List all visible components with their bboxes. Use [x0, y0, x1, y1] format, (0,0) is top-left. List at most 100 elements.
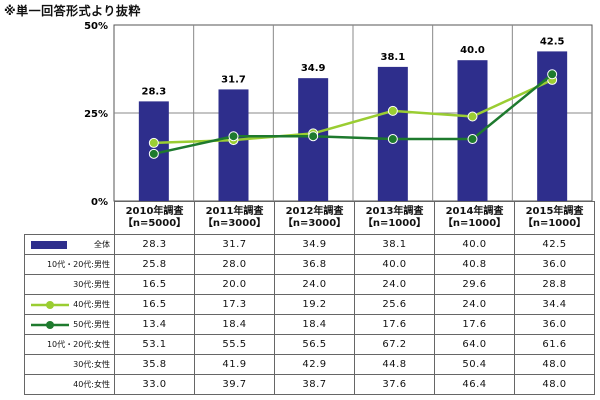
bar	[377, 66, 408, 201]
row-label: 10代・20代:女性	[24, 334, 115, 355]
table-cell: 48.0	[514, 354, 595, 375]
col-header-2014: 2014年調査 【n=1000】	[434, 201, 515, 235]
table-cell: 61.6	[514, 334, 595, 355]
row-label: 30代:男性	[24, 274, 115, 295]
table-cell: 24.0	[354, 274, 435, 295]
table-cell: 37.6	[354, 374, 435, 395]
table-row: 10代・20代:女性 53.1 55.5 56.5 67.2 64.0 61.6	[24, 334, 595, 355]
table-row: 40代:男性 16.5 17.3 19.2 25.6 24.0 34.4	[24, 294, 595, 315]
table-cell: 42.9	[274, 354, 355, 375]
table-row: 50代:男性 13.4 18.4 18.4 17.6 17.6 36.0	[24, 314, 595, 335]
y-tick-label: 50%	[84, 21, 108, 32]
table-cell: 35.8	[114, 354, 195, 375]
table-cell: 38.7	[274, 374, 355, 395]
table-row: 10代・20代:男性 25.8 28.0 36.8 40.0 40.8 36.0	[24, 254, 595, 275]
data-point	[387, 105, 398, 116]
data-point	[387, 134, 398, 145]
table-cell: 44.8	[354, 354, 435, 375]
series-line	[153, 78, 553, 145]
gridlines	[114, 25, 592, 201]
table-cell: 18.4	[274, 314, 355, 335]
table-cell: 36.0	[514, 314, 595, 335]
series-line	[153, 73, 553, 156]
bar-data-label: 34.9	[301, 63, 326, 74]
table-cell: 34.9	[274, 234, 355, 255]
table-cell: 53.1	[114, 334, 195, 355]
table-cell: 25.6	[354, 294, 435, 315]
table-corner	[24, 201, 115, 235]
data-point	[148, 148, 159, 159]
table-cell: 56.5	[274, 334, 355, 355]
bar-data-label: 42.5	[540, 36, 565, 47]
table-row: 40代:女性 33.0 39.7 38.7 37.6 46.4 48.0	[24, 374, 595, 395]
table-cell: 13.4	[114, 314, 195, 335]
table-cell: 17.6	[434, 314, 515, 335]
row-label-text: 40代:女性	[73, 380, 110, 389]
data-point	[148, 137, 159, 148]
table-cell: 46.4	[434, 374, 515, 395]
legend-marker	[46, 320, 54, 329]
table-row: 30代:男性 16.5 20.0 24.0 24.0 29.6 28.8	[24, 274, 595, 295]
row-label-text: 40代:男性	[73, 300, 110, 309]
table-row: 30代:女性 35.8 41.9 42.9 44.8 50.4 48.0	[24, 354, 595, 375]
table-cell: 24.0	[274, 274, 355, 295]
table-cell: 16.5	[114, 274, 195, 295]
legend-key-line	[31, 300, 69, 309]
table-cell: 67.2	[354, 334, 435, 355]
line-series	[148, 69, 558, 159]
data-table: 2010年調査 【n=5000】 2011年調査 【n=3000】 2012年調査【…	[24, 201, 595, 395]
data-point	[228, 131, 239, 142]
table-cell: 36.0	[514, 254, 595, 275]
table-cell: 48.0	[514, 374, 595, 395]
col-header-2011: 2011年調査 【n=3000】	[194, 201, 275, 235]
data-point	[467, 134, 478, 145]
table-cell: 42.5	[514, 234, 595, 255]
bar-data-label: 40.0	[460, 45, 485, 56]
table-cell: 40.0	[354, 254, 435, 275]
table-cell: 19.2	[274, 294, 355, 315]
row-label: 50代:男性	[24, 314, 115, 335]
table-cell: 40.0	[434, 234, 515, 255]
table-cell: 41.9	[194, 354, 275, 375]
col-header-2013: 2013年調査 【n=1000】	[354, 201, 435, 235]
table-cell: 34.4	[514, 294, 595, 315]
table-cell: 33.0	[114, 374, 195, 395]
legend-marker	[46, 300, 54, 309]
table-cell: 28.0	[194, 254, 275, 275]
data-point	[308, 131, 319, 142]
table-body: 全体 28.3 31.7 34.9 38.1 40.0 42.5 10代・20代:男性 25.8…	[24, 234, 595, 395]
table-cell: 55.5	[194, 334, 275, 355]
survey-note: ※単一回答形式より抜粋	[4, 4, 141, 18]
legend-key-bar	[31, 240, 67, 249]
table-cell: 36.8	[274, 254, 355, 275]
table-cell: 50.4	[434, 354, 515, 375]
col-header-2012: 2012年調査 【n=3000】	[274, 201, 355, 235]
table-cell: 28.3	[114, 234, 195, 255]
table-cell: 28.8	[514, 274, 595, 295]
row-label: 全体	[24, 234, 115, 255]
row-label-text: 10代・20代:女性	[46, 340, 110, 349]
table-cell: 29.6	[434, 274, 515, 295]
legend-key-line	[31, 320, 69, 329]
row-label-text: 全体	[94, 240, 110, 249]
line-series-50s-male	[148, 69, 558, 159]
table-cell: 31.7	[194, 234, 275, 255]
bar	[218, 89, 249, 201]
table-cell: 20.0	[194, 274, 275, 295]
bar-data-label: 31.7	[221, 74, 246, 85]
table-cell: 40.8	[434, 254, 515, 275]
col-header-2015: 2015年調査 【n=1000】	[514, 201, 595, 235]
table-cell: 18.4	[194, 314, 275, 335]
table-cell: 17.3	[194, 294, 275, 315]
table-cell: 64.0	[434, 334, 515, 355]
table-cell: 16.5	[114, 294, 195, 315]
table-cell: 39.7	[194, 374, 275, 395]
table-cell: 38.1	[354, 234, 435, 255]
bar-data-label: 28.3	[141, 86, 166, 97]
row-label-text: 30代:男性	[73, 280, 110, 289]
y-tick-label: 25%	[84, 109, 108, 120]
table-header-row: 2010年調査 【n=5000】 2011年調査 【n=3000】 2012年調査【…	[24, 201, 595, 235]
row-label: 40代:女性	[24, 374, 115, 395]
row-label: 40代:男性	[24, 294, 115, 315]
y-tick-label: 0%	[91, 197, 108, 205]
